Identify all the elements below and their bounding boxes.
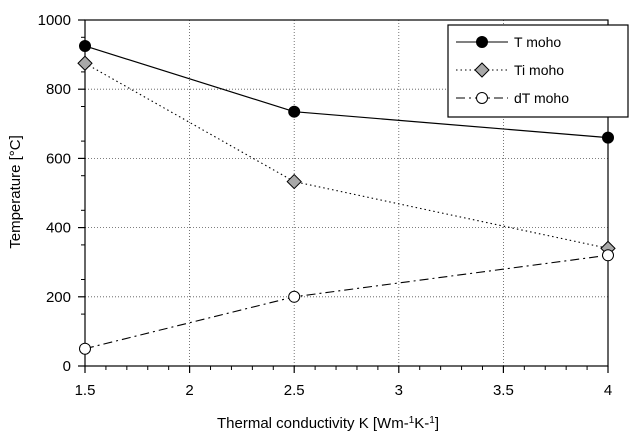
y-tick-label: 400	[46, 220, 71, 237]
y-tick-label: 600	[46, 150, 71, 167]
x-axis-title-mid: K-	[414, 415, 429, 432]
x-tick-labels: 1.5 2 2.5 3 3.5 4	[75, 382, 613, 399]
x-tick-label: 2.5	[284, 382, 305, 399]
x-axis-title: Thermal conductivity K [Wm-1K-1]	[217, 415, 439, 432]
legend-marker-ti-moho	[474, 62, 490, 78]
series-dt-moho	[79, 249, 614, 355]
data-point-dt-moho	[288, 290, 301, 303]
x-tick-label: 3	[395, 382, 403, 399]
x-axis-title-end: ]	[435, 415, 439, 432]
x-tick-label: 3.5	[493, 382, 514, 399]
data-point-t-moho	[288, 105, 301, 118]
plot-frame	[84, 19, 609, 367]
data-point-t-moho	[79, 39, 91, 52]
y-tick-label: 0	[63, 358, 71, 375]
data-point-t-moho	[602, 131, 614, 144]
legend: T moho Ti moho dT moho	[447, 24, 629, 118]
legend-label-dt-moho: dT moho	[514, 90, 569, 106]
x-axis-title-main: Thermal conductivity K [Wm-	[217, 415, 409, 432]
legend-label-ti-moho: Ti moho	[514, 62, 564, 78]
data-point-ti-moho	[77, 55, 93, 71]
y-axis-title: Temperature [°C]	[7, 135, 24, 249]
x-axis-title-sup2: 1	[429, 415, 435, 426]
x-axis-title-sup1: 1	[409, 415, 415, 426]
y-tick-label: 800	[46, 81, 71, 98]
x-tick-label: 1.5	[75, 382, 96, 399]
legend-marker-t-moho	[476, 36, 488, 48]
series-group	[77, 39, 616, 355]
legend-marker-dt-moho	[476, 92, 488, 104]
y-tick-label: 1000	[38, 12, 71, 29]
x-tick-label: 2	[185, 382, 193, 399]
legend-label-t-moho: T moho	[514, 34, 561, 50]
tick-marks	[78, 19, 609, 373]
series-t-moho	[79, 39, 614, 144]
grid-lines	[85, 20, 608, 366]
x-tick-label: 4	[604, 382, 612, 399]
y-tick-labels: 0 200 400 600 800 1000	[38, 12, 71, 375]
data-point-ti-moho	[286, 173, 302, 190]
data-point-dt-moho	[79, 342, 91, 355]
data-point-dt-moho	[602, 249, 614, 262]
y-tick-label: 200	[46, 289, 71, 306]
